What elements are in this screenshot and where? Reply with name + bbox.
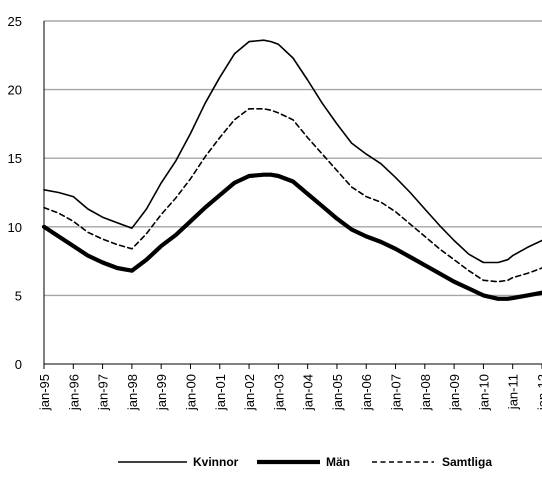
x-tick-label: jan-05 [330,374,345,411]
x-tick-label: jan-06 [359,374,374,411]
x-tick-label: jan-02 [242,374,257,411]
x-tick-label: jan-03 [271,374,286,411]
x-tick-label: jan-08 [418,374,433,411]
x-tick-label: jan-96 [66,374,81,411]
x-tick-label: jan-95 [37,374,52,411]
x-tick-label: jan-09 [447,374,462,411]
x-tick-label: jan-97 [96,374,111,411]
x-tick-label: jan-07 [389,374,404,411]
x-tick-label: jan-10 [476,374,491,411]
y-tick-label: 20 [8,83,22,98]
legend-label: Män [326,455,350,469]
series-lines [41,39,542,301]
gridlines [44,20,542,297]
x-tick-label: jan-01 [213,374,228,411]
y-tick-label: 15 [8,151,22,166]
y-tick-label: 0 [15,357,22,372]
series-line-män [41,172,542,301]
x-tick-label: jan-99 [154,374,169,411]
series-line-samtliga [43,108,542,283]
y-tick-label: 25 [8,14,22,29]
x-tick-label: jan-98 [125,374,140,411]
x-tick-label: jan-00 [183,374,198,411]
legend-label: Kvinnor [193,455,239,469]
x-tick-label: jan-11 [506,374,521,410]
legend: Kvinnor Män Samtliga [118,455,492,469]
y-tick-label: 5 [15,288,22,303]
legend-label: Samtliga [442,455,492,469]
y-axis: 0 5 10 15 20 25 [8,14,45,372]
x-axis: jan-95 jan-96 jan-97 jan-98 jan-99 jan-00 jan-… [37,363,542,411]
series-line-kvinnor [43,39,542,264]
y-tick-label: 10 [8,220,22,235]
x-tick-label: jan-12 [535,374,542,411]
x-tick-label: jan-04 [301,374,316,411]
